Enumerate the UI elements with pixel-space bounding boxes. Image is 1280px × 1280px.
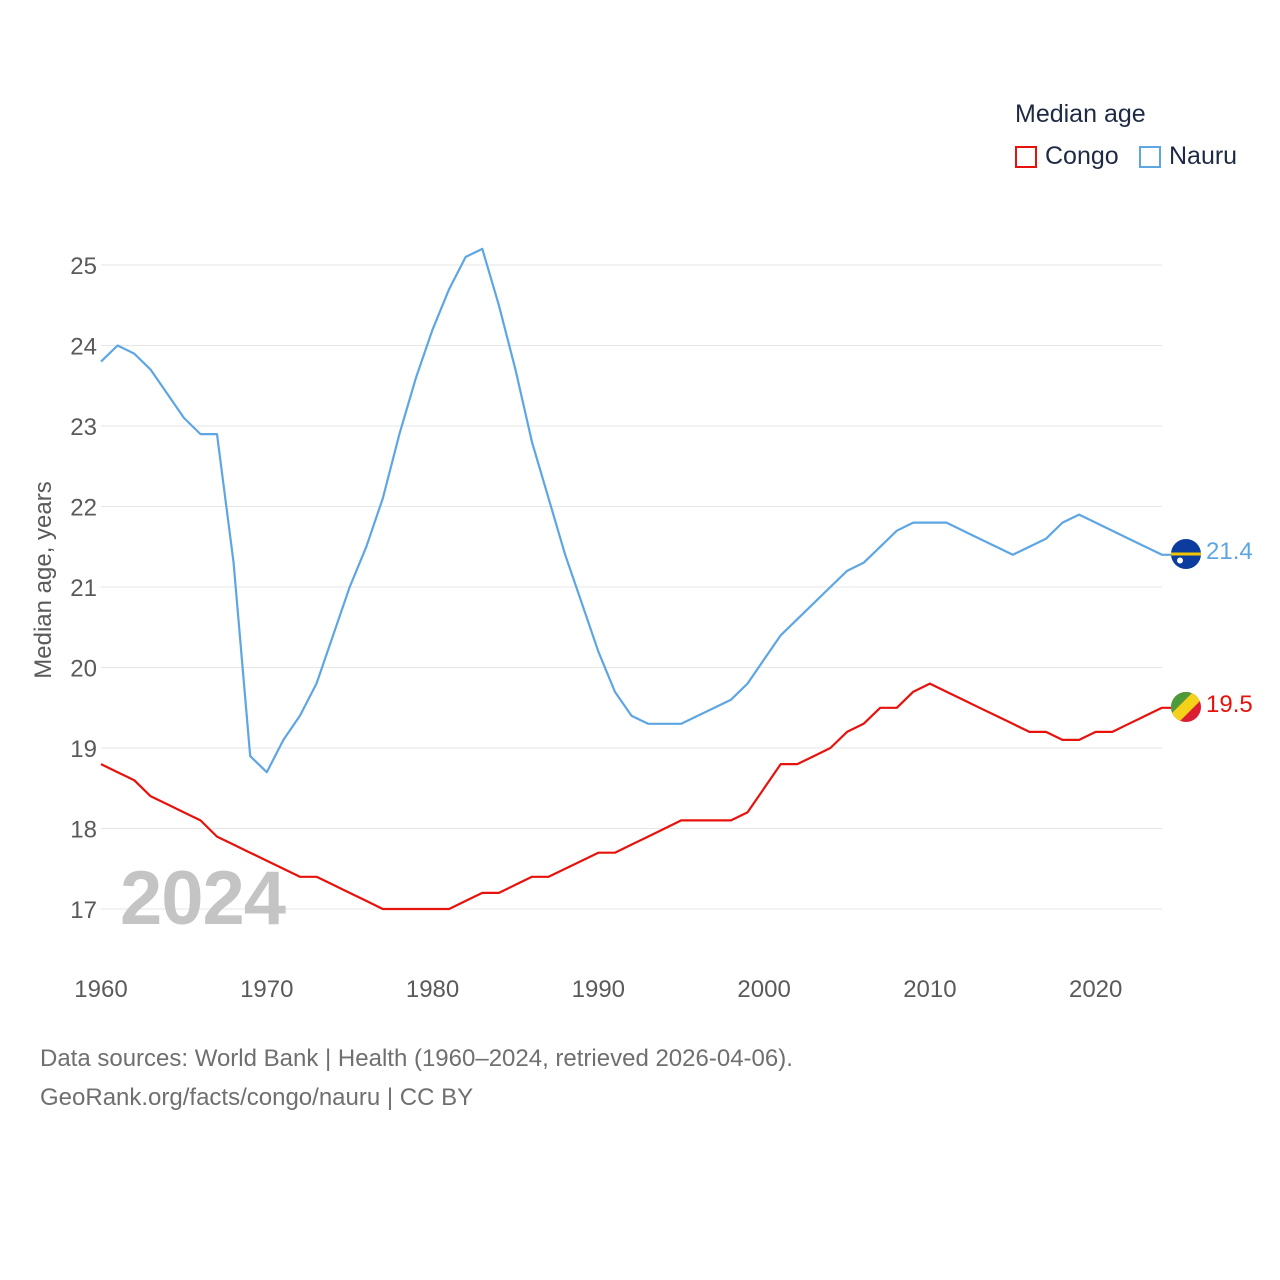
x-tick-label: 2010 [903, 976, 956, 1003]
y-axis-ticks: 17 18 19 20 21 22 23 24 25 [70, 253, 97, 924]
legend-item-nauru[interactable]: Nauru [1139, 142, 1237, 171]
legend-label-congo: Congo [1045, 142, 1119, 170]
y-tick-label: 23 [70, 414, 97, 441]
y-axis-label: Median age, years [30, 481, 57, 678]
x-tick-label: 2000 [737, 976, 790, 1003]
y-tick-label: 18 [70, 817, 97, 844]
congo-end-label: 19.5 [1206, 691, 1253, 718]
series-line-nauru[interactable] [100, 247, 1171, 774]
series-line-congo[interactable] [100, 682, 1171, 911]
x-axis-ticks: 1960 1970 1980 1990 2000 2010 2020 [74, 976, 1122, 1003]
congo-flag-icon [1171, 692, 1201, 722]
x-tick-label: 2020 [1069, 976, 1122, 1003]
y-tick-label: 25 [70, 253, 97, 280]
gridlines [101, 264, 1162, 910]
x-tick-label: 1980 [406, 976, 459, 1003]
y-tick-label: 20 [70, 656, 97, 683]
y-tick-label: 21 [70, 575, 97, 602]
y-tick-label: 17 [70, 897, 97, 924]
legend-swatch-congo [1015, 145, 1037, 168]
y-tick-label: 19 [70, 736, 97, 763]
legend-title: Median age [1015, 100, 1146, 128]
legend-label-nauru: Nauru [1169, 142, 1238, 170]
series-lines [100, 247, 1171, 911]
source-line-1: Data sources: World Bank | Health (1960–… [40, 1045, 793, 1072]
legend-swatch-nauru [1139, 145, 1161, 168]
y-tick-label: 22 [70, 495, 97, 522]
x-tick-label: 1960 [74, 976, 127, 1003]
legend-item-congo[interactable]: Congo [1015, 142, 1119, 171]
y-tick-label: 24 [70, 334, 97, 361]
source-line-2[interactable]: GeoRank.org/facts/congo/nauru | CC BY [40, 1084, 474, 1111]
x-tick-label: 1970 [240, 976, 293, 1003]
nauru-end-label: 21.4 [1206, 538, 1253, 565]
nauru-flag-icon [1171, 539, 1201, 569]
x-tick-label: 1990 [572, 976, 625, 1003]
year-watermark: 2024 [120, 856, 286, 941]
